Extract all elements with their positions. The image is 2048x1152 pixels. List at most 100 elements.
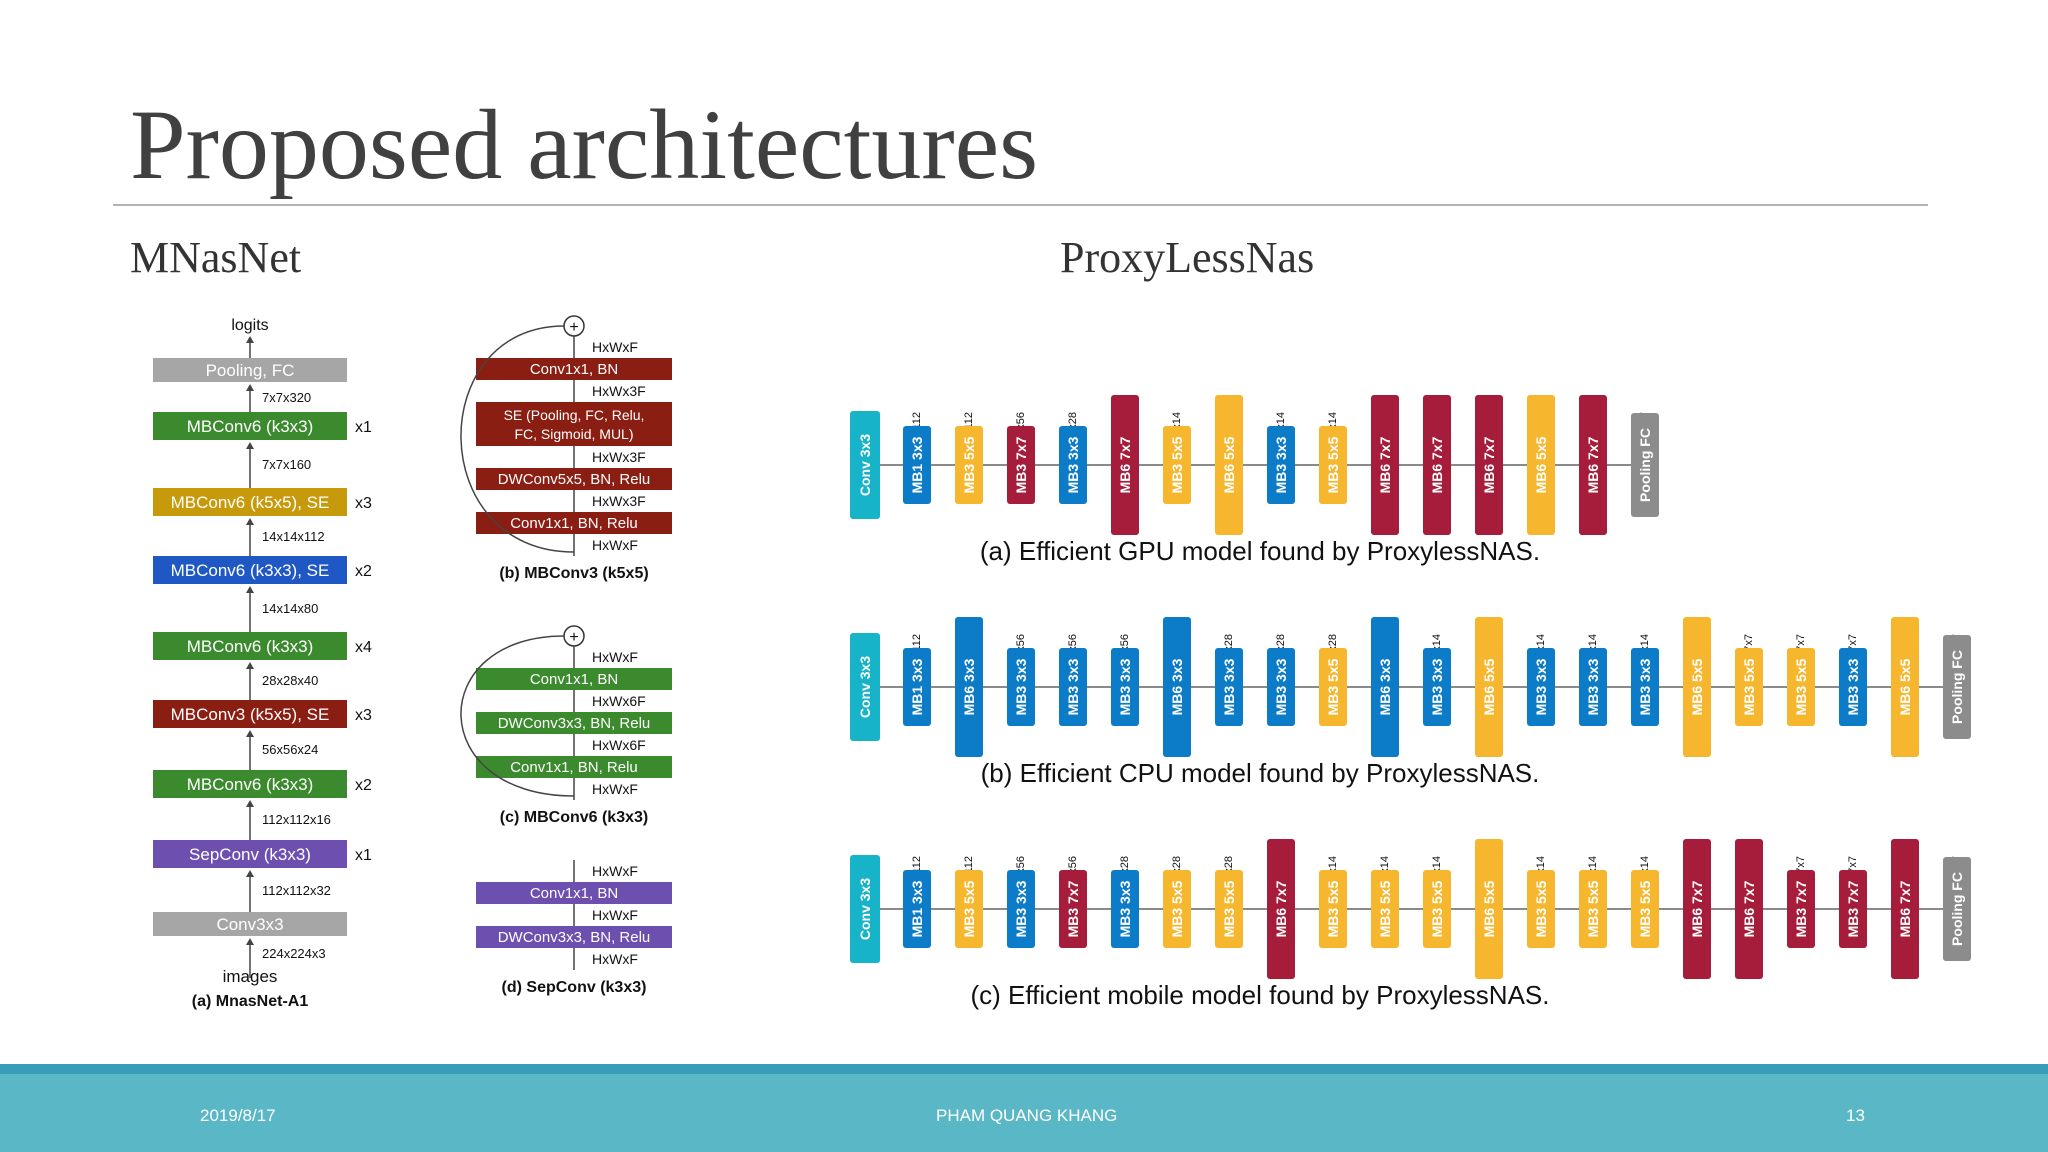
pnas-block	[903, 870, 931, 948]
pnas-block-label: MB6 7x7	[1117, 436, 1133, 493]
op-label: Conv1x1, BN, Relu	[510, 515, 638, 532]
mnas-block	[153, 412, 347, 440]
skip-connection	[460, 635, 575, 797]
pnas-block-label: MB3 5x5	[1325, 658, 1341, 715]
tensor-dim: HxWx3F	[592, 493, 646, 509]
pnas-block	[1683, 839, 1711, 979]
pnas-block	[850, 411, 880, 519]
pnas-block-label: MB3 5x5	[1221, 880, 1237, 937]
pnas-block	[1163, 426, 1191, 504]
footer-accent-line	[0, 1064, 2048, 1074]
pnas-caption: (a) Efficient GPU model found by Proxyle…	[980, 536, 1540, 566]
skip-connection	[460, 325, 575, 553]
mnas-block	[153, 840, 347, 868]
mnas-block-label: MBConv6 (k3x3)	[187, 775, 314, 794]
op-label: DWConv3x3, BN, Relu	[498, 929, 651, 946]
arrow-head	[246, 336, 254, 343]
mnas-block-label: MBConv6 (k3x3)	[187, 637, 314, 656]
pnas-block-label: MB3 5x5	[1429, 880, 1445, 937]
pnas-block-label: MB3 5x5	[1533, 880, 1549, 937]
slide-number: 13	[1846, 1106, 1865, 1125]
block-caption: (c) MBConv6 (k3x3)	[500, 809, 648, 826]
pnas-block-label: MB6 7x7	[1585, 436, 1601, 493]
op-block	[476, 358, 672, 380]
pnas-block	[1215, 870, 1243, 948]
pnas-block	[1267, 426, 1295, 504]
pnas-block-label: MB6 5x5	[1221, 436, 1237, 493]
mnas-multiplier: x3	[355, 495, 372, 512]
mnas-block	[153, 912, 347, 936]
mnas-block-label: MBConv6 (k5x5), SE	[171, 493, 330, 512]
pnas-block-label: MB3 3x3	[1273, 658, 1289, 715]
pnas-block-label: MB6 7x7	[1273, 880, 1289, 937]
op-label: Conv1x1, BN	[530, 361, 618, 378]
pnas-block	[1527, 648, 1555, 726]
op-label: DWConv3x3, BN, Relu	[498, 715, 651, 732]
arrow-head	[246, 518, 254, 525]
pnas-block	[1787, 648, 1815, 726]
pnas-block	[1111, 648, 1139, 726]
pnas-block	[1631, 413, 1659, 517]
pnas-block-label: Pooling FC	[1949, 650, 1965, 724]
pnas-block	[1319, 870, 1347, 948]
pnas-block	[903, 426, 931, 504]
arrow-head	[246, 442, 254, 449]
pnas-block-label: MB6 7x7	[1689, 880, 1705, 937]
pnas-block	[1319, 648, 1347, 726]
mnas-block	[153, 770, 347, 798]
pnas-block-label: MB3 5x5	[1169, 436, 1185, 493]
mnas-dim: 28x28x40	[262, 673, 318, 688]
tensor-dim: HxWxF	[592, 781, 638, 797]
footer-bar	[0, 1074, 2048, 1152]
pnas-block	[1631, 648, 1659, 726]
pnas-block-label: MB6 3x3	[1377, 658, 1393, 715]
tensor-dim: HxWxF	[592, 339, 638, 355]
pnas-block	[1683, 617, 1711, 757]
pnas-block	[1475, 617, 1503, 757]
pnas-block	[1891, 839, 1919, 979]
pnas-block-label: MB6 7x7	[1377, 436, 1393, 493]
tensor-dim: HxWx3F	[592, 383, 646, 399]
footer-author: PHAM QUANG KHANG	[936, 1106, 1118, 1125]
mnas-multiplier: x1	[355, 419, 372, 436]
pnas-block-label: MB3 3x3	[1273, 436, 1289, 493]
pnas-block-label: MB3 3x3	[1065, 436, 1081, 493]
tensor-dim: HxWxF	[592, 863, 638, 879]
mnas-block	[153, 632, 347, 660]
pnas-block	[1163, 870, 1191, 948]
mnas-multiplier: x4	[355, 639, 372, 656]
pnas-block	[1215, 648, 1243, 726]
op-label: SE (Pooling, FC, Relu,	[504, 407, 645, 423]
mnas-block-label: Conv3x3	[216, 915, 283, 934]
pnas-block	[1579, 870, 1607, 948]
tensor-dim: HxWx6F	[592, 693, 646, 709]
arrow-head	[246, 384, 254, 391]
pnas-block-label: MB3 3x3	[1533, 658, 1549, 715]
pnas-block-label: Pooling FC	[1949, 872, 1965, 946]
pnas-block-label: MB6 5x5	[1897, 658, 1913, 715]
arrow-head	[246, 662, 254, 669]
pnas-block-label: Conv 3x3	[857, 656, 873, 718]
pnas-block	[1787, 870, 1815, 948]
proxylessnas-heading: ProxyLessNas	[1060, 233, 1315, 282]
pnas-block-label: MB6 5x5	[1533, 436, 1549, 493]
op-block	[476, 402, 672, 446]
pnas-block-label: MB3 7x7	[1845, 880, 1861, 937]
pnas-block-label: MB3 7x7	[1793, 880, 1809, 937]
pnas-block-label: Conv 3x3	[857, 434, 873, 496]
pnas-block	[1839, 648, 1867, 726]
pnas-block	[1475, 839, 1503, 979]
pnas-block	[1111, 870, 1139, 948]
pnas-block	[1371, 395, 1399, 535]
pnas-block-label: MB3 3x3	[1845, 658, 1861, 715]
pnas-caption: (c) Efficient mobile model found by Prox…	[971, 980, 1550, 1010]
pnas-block-label: MB6 5x5	[1481, 658, 1497, 715]
mnas-block	[153, 358, 347, 382]
mnasnet-block-diagrams: + HxWxF Conv1x1, BN HxWx3F SE (Pooling, FC, …	[460, 315, 672, 996]
pnas-block	[1111, 395, 1139, 535]
tensor-dim: HxWxF	[592, 907, 638, 923]
block-caption: (d) SepConv (k3x3)	[502, 979, 647, 996]
pnas-block-label: MB3 3x3	[1013, 880, 1029, 937]
pnas-block-label: MB3 3x3	[1637, 658, 1653, 715]
pnas-block-label: MB3 3x3	[1221, 658, 1237, 715]
